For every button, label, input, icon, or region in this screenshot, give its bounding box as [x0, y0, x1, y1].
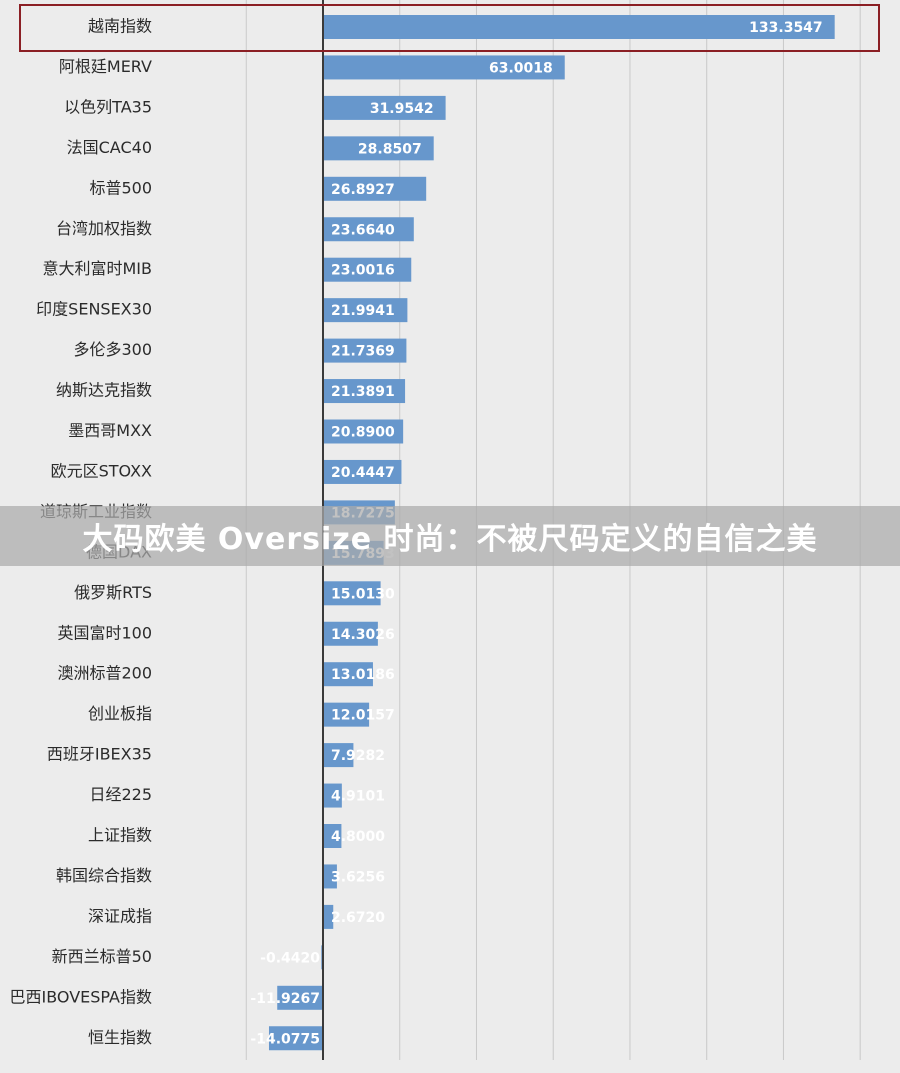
value-label: 4.8000 [331, 829, 385, 845]
bar [323, 136, 434, 161]
category-label: 创业板指 [88, 704, 152, 723]
value-label: -11.9267 [250, 991, 320, 1007]
value-label: 133.3547 [749, 20, 823, 36]
value-label: 3.6256 [331, 869, 385, 885]
bar [268, 1026, 323, 1051]
bar [323, 459, 402, 484]
value-label: 31.9542 [370, 101, 434, 117]
category-label: 韩国综合指数 [56, 866, 152, 885]
category-label: 越南指数 [88, 17, 152, 36]
category-label: 澳洲标普200 [57, 664, 152, 683]
value-label: 21.9941 [331, 303, 395, 319]
value-label: 21.7369 [331, 344, 395, 360]
overlay-banner: 大码欧美 Oversize 时尚：不被尺码定义的自信之美 [0, 506, 900, 566]
value-label: 21.3891 [331, 384, 395, 400]
value-label: 23.0016 [331, 263, 395, 279]
bar [323, 176, 427, 201]
category-label: 西班牙IBEX35 [47, 745, 152, 764]
bar [323, 864, 337, 889]
category-label: 上证指数 [88, 826, 152, 845]
value-label: 4.9101 [331, 789, 385, 805]
value-label: 63.0018 [489, 60, 553, 76]
category-label: 阿根廷MERV [59, 57, 152, 76]
bar [323, 581, 381, 606]
category-label: 新西兰标普50 [52, 947, 152, 966]
category-label: 以色列TA35 [64, 97, 152, 116]
value-label: 28.8507 [358, 141, 422, 157]
value-label: 2.6720 [331, 910, 385, 926]
bar [323, 743, 354, 768]
value-label: 23.6640 [331, 222, 395, 238]
value-label: 13.0186 [331, 667, 395, 683]
category-label: 巴西IBOVESPA指数 [9, 987, 152, 1006]
category-label: 英国富时100 [57, 623, 152, 642]
category-label: 欧元区STOXX [51, 461, 152, 480]
bar [323, 217, 414, 242]
value-label: -14.0775 [250, 1031, 320, 1047]
bar [323, 257, 412, 282]
category-label: 印度SENSEX30 [36, 300, 152, 319]
bar [323, 338, 407, 363]
category-label: 标普500 [89, 178, 152, 197]
value-label: 20.4447 [331, 465, 395, 481]
bar [323, 824, 342, 848]
bar [323, 662, 373, 687]
bar [323, 298, 408, 323]
value-label: -0.4420 [260, 950, 320, 966]
bar [323, 95, 446, 120]
bar [323, 55, 565, 80]
bar [323, 702, 370, 727]
bar [323, 419, 404, 444]
category-label: 墨西哥MXX [68, 421, 152, 440]
category-label: 多伦多300 [73, 340, 152, 359]
value-label: 20.8900 [331, 425, 395, 441]
banner-text: 大码欧美 Oversize 时尚：不被尺码定义的自信之美 [82, 522, 818, 557]
value-label: 14.3026 [331, 627, 395, 643]
category-label: 深证成指 [88, 906, 152, 925]
bar [323, 15, 835, 39]
value-label: 7.9282 [331, 748, 385, 764]
category-label: 纳斯达克指数 [56, 381, 152, 400]
category-label: 台湾加权指数 [56, 219, 152, 238]
category-label: 法国CAC40 [67, 138, 152, 157]
value-label: 15.0130 [331, 586, 395, 602]
bar [323, 379, 406, 404]
value-label: 26.8927 [331, 182, 395, 198]
category-label: 俄罗斯RTS [74, 583, 152, 602]
bar [323, 621, 378, 646]
bar [323, 904, 334, 929]
bars [268, 15, 835, 1051]
bar [277, 985, 323, 1010]
category-label: 日经225 [89, 785, 152, 804]
category-label: 意大利富时MIB [42, 259, 152, 278]
value-label: 12.0157 [331, 708, 395, 724]
highlight-frame [19, 4, 880, 52]
category-label: 恒生指数 [88, 1028, 152, 1047]
bar [323, 783, 342, 808]
